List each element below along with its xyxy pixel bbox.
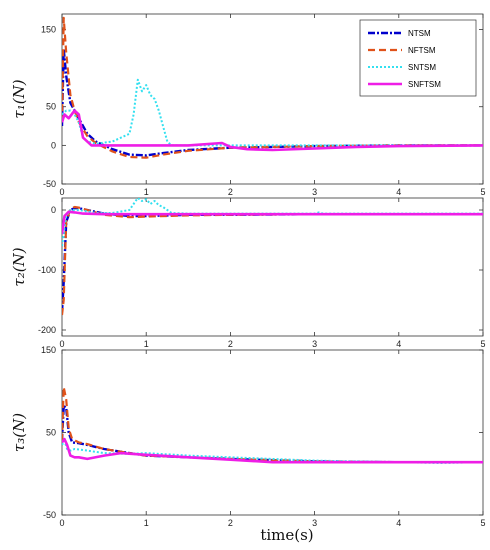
y-tick-label: -50 [43, 510, 56, 520]
series-line-nftsm [62, 386, 483, 464]
y-tick-label: 150 [41, 345, 56, 355]
panel-3: 0 1 2 3 4 5 -50 50 150 τ₃(N) [10, 345, 486, 528]
y-tick-label: 0 [51, 205, 56, 215]
series-line-nftsm [62, 16, 483, 159]
plot-frame [61, 349, 484, 516]
y-tick-label: -50 [43, 179, 56, 189]
y-axis-label: τ₂(N) [10, 247, 28, 286]
x-tick-label: 3 [312, 187, 317, 197]
y-axis-label: τ₃(N) [10, 413, 28, 452]
legend-label-ntsm: NTSM [408, 29, 431, 38]
series-line-snftsm [62, 210, 483, 235]
plot-frame [61, 197, 484, 337]
panel-2: 0 1 2 3 4 5 -200 -100 0 τ₂(N) [10, 197, 486, 349]
legend-label-nftsm: NFTSM [408, 46, 436, 55]
x-tick-label: 4 [396, 339, 401, 349]
x-axis-label: time(s) [260, 526, 313, 544]
x-tick-label: 0 [59, 518, 64, 528]
x-tick-label: 0 [59, 339, 64, 349]
series-group [62, 386, 483, 464]
y-tick-label: 50 [46, 102, 56, 112]
x-tick-label: 1 [144, 339, 149, 349]
y-tick-label: -100 [38, 265, 56, 275]
y-tick-label: -200 [38, 325, 56, 335]
x-tick-label: 4 [396, 187, 401, 197]
series-line-ntsm [62, 206, 483, 313]
y-tick-label: 50 [46, 428, 56, 438]
y-tick-label: 0 [51, 140, 56, 150]
x-tick-label: 1 [144, 187, 149, 197]
x-tick-label: 3 [312, 339, 317, 349]
x-tick-label: 1 [144, 518, 149, 528]
legend-label-snftsm: SNFTSM [408, 80, 441, 89]
series-line-snftsm [62, 109, 483, 152]
series-group [62, 16, 483, 159]
x-tick-label: 2 [228, 518, 233, 528]
x-tick-label: 4 [396, 518, 401, 528]
x-tick-label: 5 [480, 187, 485, 197]
x-tick-label: 0 [59, 187, 64, 197]
x-tick-label: 3 [312, 518, 317, 528]
y-tick-label: 150 [41, 24, 56, 34]
legend: NTSM NFTSM SNTSM SNFTSM [359, 19, 477, 97]
legend-label-sntsm: SNTSM [408, 63, 436, 72]
x-tick-label: 5 [480, 339, 485, 349]
x-tick-label: 2 [228, 339, 233, 349]
series-line-snftsm [62, 437, 483, 464]
series-group [62, 198, 483, 316]
x-tick-label: 5 [480, 518, 485, 528]
x-tick-label: 2 [228, 187, 233, 197]
y-axis-label: τ₁(N) [10, 79, 28, 118]
